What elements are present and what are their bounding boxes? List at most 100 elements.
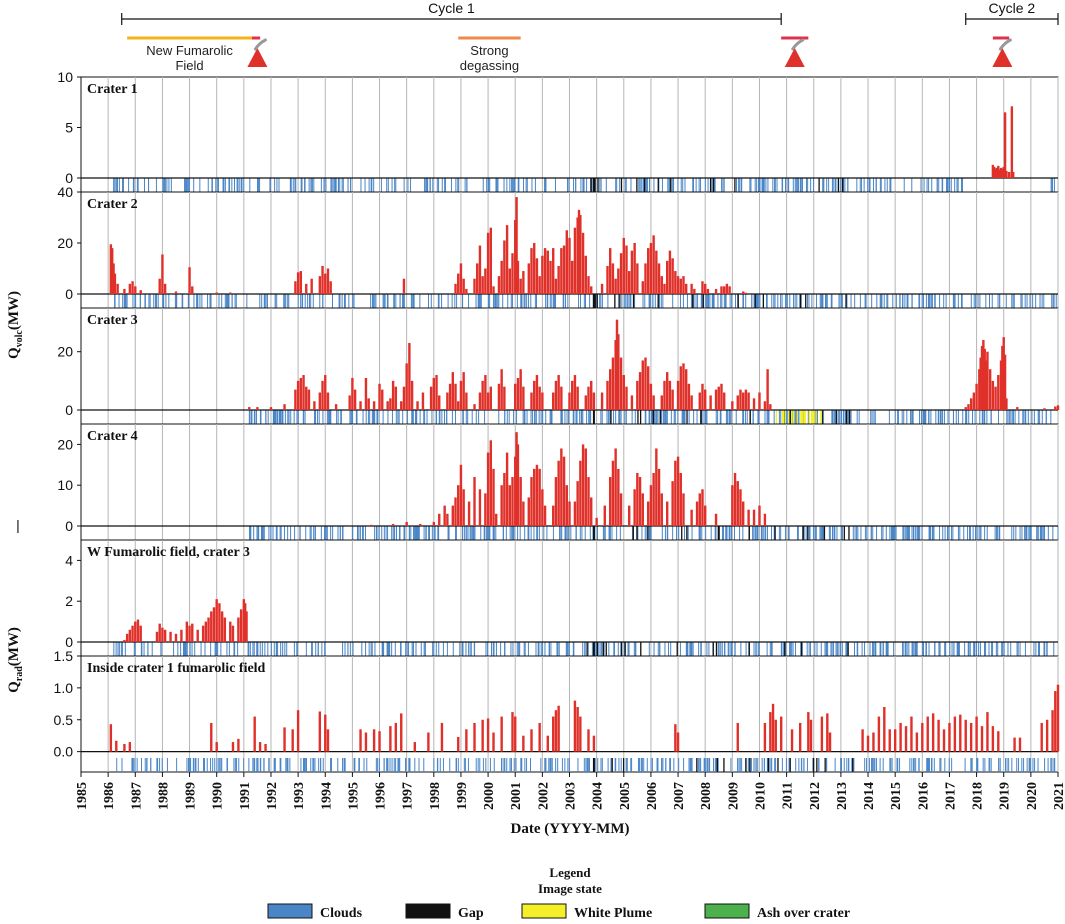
data-bar xyxy=(283,727,286,752)
data-bar xyxy=(405,363,408,410)
data-bar xyxy=(326,268,330,294)
data-bar xyxy=(212,607,216,642)
data-bar xyxy=(1007,171,1011,178)
data-bar xyxy=(484,493,487,526)
data-bar xyxy=(1045,719,1049,752)
data-bar xyxy=(497,276,501,294)
data-bar xyxy=(530,729,533,752)
data-bar xyxy=(462,372,465,410)
data-bar xyxy=(998,169,1001,178)
data-bar xyxy=(515,432,518,526)
y-tick-label: 0 xyxy=(65,286,73,302)
data-bar xyxy=(581,232,585,294)
data-bar xyxy=(486,718,490,752)
data-bar xyxy=(446,513,449,526)
panel: 0.0 0.5 1.0 1.5 Inside crater 1 fumarolic fi… xyxy=(54,648,1060,773)
data-bar xyxy=(432,521,436,526)
data-bar xyxy=(1051,710,1054,752)
data-bar xyxy=(139,625,142,642)
data-bar xyxy=(454,283,457,294)
x-tick-label: 1990 xyxy=(211,782,226,810)
data-bar xyxy=(828,732,832,752)
data-bar xyxy=(402,386,406,410)
data-bar xyxy=(554,477,558,526)
data-bar xyxy=(446,392,449,410)
data-bar xyxy=(798,722,802,752)
data-bar xyxy=(714,513,718,526)
data-bar xyxy=(500,260,503,294)
data-bar xyxy=(663,283,666,294)
data-bar xyxy=(372,401,376,410)
data-bar xyxy=(465,392,468,410)
y-axis-title-volc: Qvolc(MW) xyxy=(6,291,25,359)
data-bar xyxy=(136,619,140,642)
data-bar xyxy=(703,505,707,526)
y-axis-divider: | xyxy=(16,517,20,533)
data-bar xyxy=(372,729,376,752)
data-bar xyxy=(554,278,558,294)
data-bar xyxy=(400,401,403,410)
data-bar xyxy=(641,493,644,526)
data-bar xyxy=(668,250,672,294)
data-bar xyxy=(139,290,142,294)
data-bar xyxy=(500,716,503,752)
x-tick-label: 2019 xyxy=(998,782,1013,810)
data-bar xyxy=(169,631,172,642)
data-bar xyxy=(549,260,552,294)
data-bar xyxy=(489,440,492,526)
data-bar xyxy=(861,729,864,752)
data-bar xyxy=(421,392,425,410)
data-bar xyxy=(296,710,300,752)
x-tick-label: 1992 xyxy=(265,782,280,810)
data-bar xyxy=(1003,354,1007,410)
data-bar xyxy=(614,340,617,410)
data-bar xyxy=(497,383,501,410)
data-bar xyxy=(131,625,134,642)
data-bar xyxy=(519,369,522,410)
x-axis-title: Date (YYYY-MM) xyxy=(511,821,630,837)
y-label-sub: rad xyxy=(14,666,25,681)
data-bar xyxy=(519,278,522,294)
data-bar xyxy=(609,369,612,410)
data-bar xyxy=(975,383,978,410)
data-bar xyxy=(432,377,436,410)
data-bar xyxy=(248,407,251,410)
data-bar xyxy=(514,383,517,410)
data-bar xyxy=(628,271,631,294)
data-bar xyxy=(478,245,482,294)
data-bar xyxy=(478,392,482,410)
data-bar xyxy=(511,712,514,752)
data-bar xyxy=(318,711,322,752)
data-bar xyxy=(706,288,710,294)
data-bar xyxy=(606,265,609,294)
data-bar xyxy=(769,712,772,752)
data-bar xyxy=(514,716,517,752)
y-tick-label: 10 xyxy=(57,477,73,493)
data-bar xyxy=(253,716,256,752)
data-bar xyxy=(674,460,677,526)
data-bar xyxy=(571,380,574,410)
data-bar xyxy=(609,248,612,294)
x-tick-label: 2017 xyxy=(943,782,958,810)
data-bar xyxy=(505,225,509,294)
data-bar xyxy=(579,716,582,752)
data-bar xyxy=(1054,691,1057,752)
data-bar xyxy=(473,404,476,410)
data-bar xyxy=(991,380,995,410)
data-bar xyxy=(731,485,734,526)
data-bar xyxy=(674,271,677,294)
panel: 0 20 40 Crater 2 xyxy=(57,184,1059,309)
data-bar xyxy=(486,232,490,294)
data-bar xyxy=(565,485,568,526)
data-bar xyxy=(231,625,235,642)
data-bar xyxy=(722,286,726,294)
data-bar xyxy=(378,731,381,752)
legend-label: White Plume xyxy=(574,906,652,921)
data-bar xyxy=(980,345,984,410)
data-bar xyxy=(562,245,566,294)
panel: 0 20 Crater 3 xyxy=(57,307,1060,425)
data-bar xyxy=(1001,345,1004,410)
data-bar xyxy=(495,513,498,526)
